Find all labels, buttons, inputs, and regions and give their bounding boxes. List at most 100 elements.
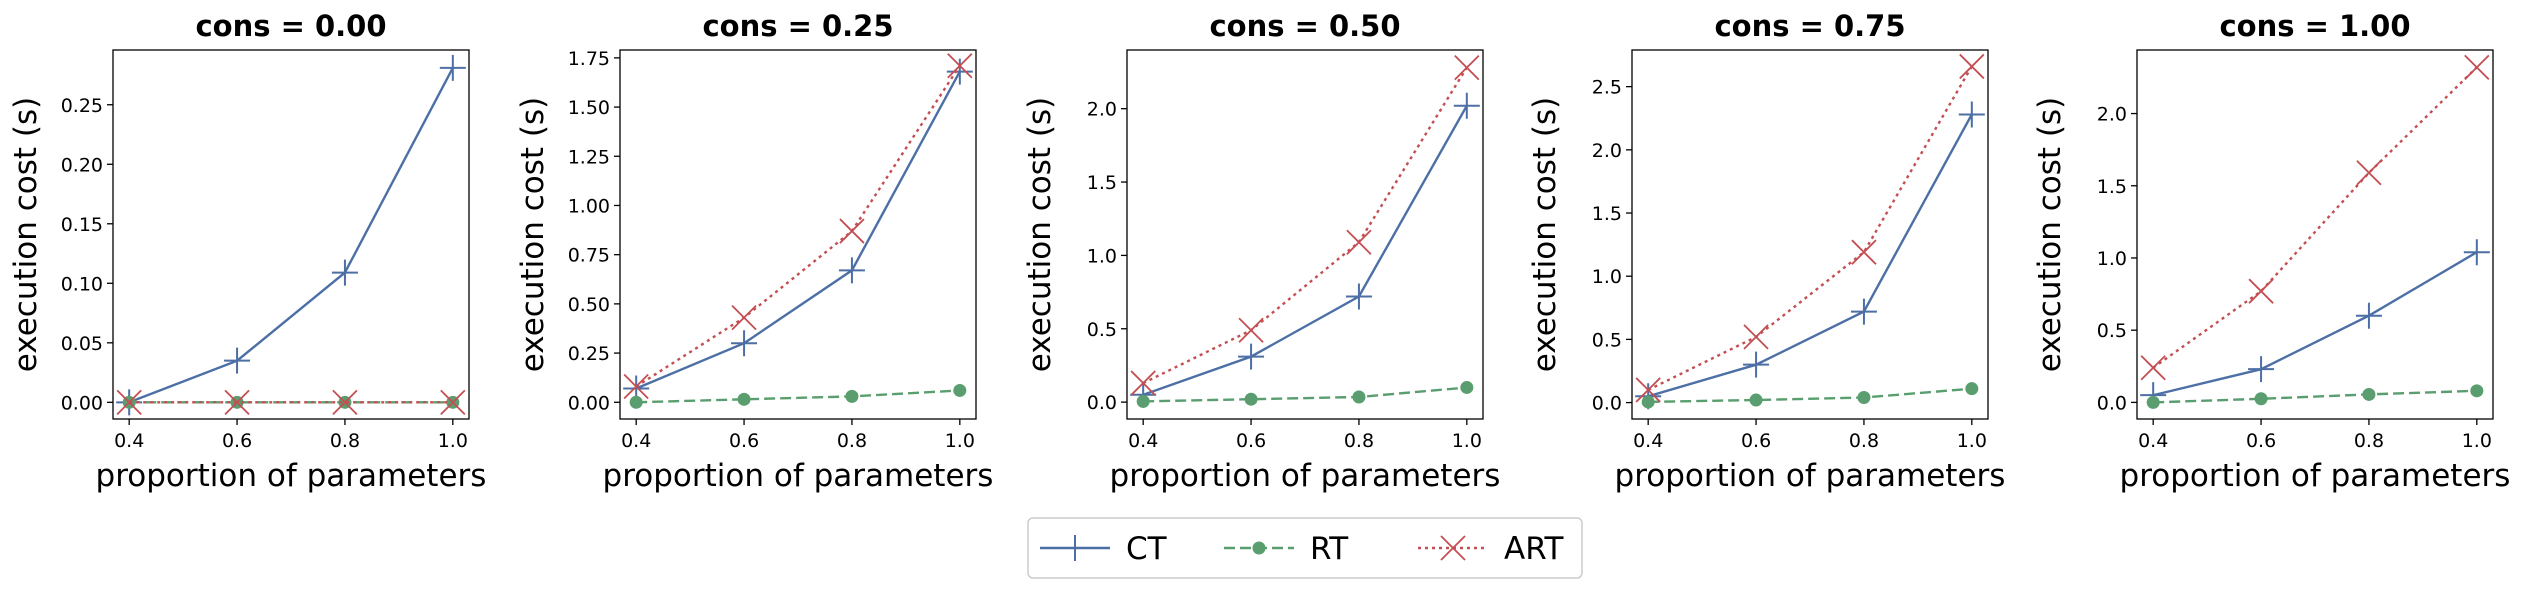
data-point-art xyxy=(947,53,973,79)
legend-label-rt: RT xyxy=(1310,531,1349,567)
x-axis-label: proportion of parameters xyxy=(96,458,487,494)
y-tick-label: 2.5 xyxy=(1592,77,1622,99)
data-point-art xyxy=(623,373,649,400)
legend: CT RT ART xyxy=(1027,517,1583,579)
data-point-art xyxy=(332,389,358,415)
chart-title: cons = 0.75 xyxy=(1714,9,1905,43)
y-tick-label: 0.00 xyxy=(568,392,610,414)
x-tick-label: 1.0 xyxy=(438,430,468,452)
series-line-art xyxy=(1647,65,1973,391)
data-point-art xyxy=(2464,54,2490,80)
x-tick-label: 0.6 xyxy=(729,430,759,452)
y-tick-label: 0.0 xyxy=(1592,393,1622,415)
x-tick-label: 0.4 xyxy=(1128,430,1158,452)
data-point-art xyxy=(1346,229,1372,255)
chart-panel-2: cons = 0.25 0.00 0.25 0.50 0.75 1.00 1.25 1.50 1… xyxy=(515,9,993,494)
x-tick-label: 0.6 xyxy=(1236,430,1266,452)
data-point-art xyxy=(440,389,466,415)
x-tick-label: 1.0 xyxy=(1957,430,1987,452)
data-point-art xyxy=(1454,54,1480,81)
y-tick-label: 0.10 xyxy=(61,273,103,295)
data-point-art xyxy=(116,389,142,415)
series-line-art xyxy=(1142,66,1468,385)
x-axis-label: proportion of parameters xyxy=(2120,458,2511,494)
y-tick-label: 0.00 xyxy=(61,392,103,414)
y-tick-label: 1.0 xyxy=(2097,248,2127,270)
data-point-rt xyxy=(2362,387,2376,401)
chart-panel-5: cons = 1.00 0.0 0.5 1.0 1.5 2.0 0.4 0.6 0.8 1.0 pr… xyxy=(2032,9,2510,494)
data-point-rt xyxy=(629,395,643,409)
data-point-rt xyxy=(953,383,967,397)
series-line-rt xyxy=(636,389,960,404)
data-point-rt xyxy=(1965,382,1979,396)
data-point-art xyxy=(1743,324,1769,350)
data-point-ct xyxy=(946,58,973,85)
data-point-rt xyxy=(1352,390,1366,404)
data-point-ct xyxy=(1345,283,1372,310)
series-line-art xyxy=(2152,66,2478,369)
plot-frame xyxy=(2136,49,2494,420)
y-tick-label: 0.20 xyxy=(61,154,103,176)
data-point-art xyxy=(731,305,757,331)
data-point-ct xyxy=(2463,239,2490,266)
x-tick-label: 0.6 xyxy=(2246,430,2276,452)
y-tick-label: 0.25 xyxy=(61,95,103,117)
y-tick-label: 0.0 xyxy=(1087,392,1117,414)
series-line-ct xyxy=(2152,251,2478,397)
legend-label-ct: CT xyxy=(1126,531,1168,567)
x-tick-label: 0.6 xyxy=(222,430,252,452)
data-point-ct xyxy=(1743,351,1770,378)
x-tick-label: 0.8 xyxy=(2354,430,2384,452)
legend-marker-rt xyxy=(1252,541,1266,555)
x-tick-label: 0.4 xyxy=(621,430,651,452)
data-point-art xyxy=(2140,355,2166,381)
x-axis-label: proportion of parameters xyxy=(603,458,994,494)
data-point-rt xyxy=(737,392,751,406)
x-tick-label: 0.4 xyxy=(114,430,144,452)
x-tick-label: 0.8 xyxy=(1849,430,1879,452)
y-tick-label: 2.0 xyxy=(1592,140,1622,162)
legend-marker-art xyxy=(1440,535,1466,561)
x-tick-label: 0.8 xyxy=(837,430,867,452)
data-point-rt xyxy=(1641,395,1655,409)
chart-panel-4: cons = 0.75 0.0 0.5 1.0 1.5 2.0 2.5 0.4 0.6 0.8 1.… xyxy=(1527,9,2005,494)
series-line-rt xyxy=(1648,387,1972,404)
data-point-ct xyxy=(439,54,466,81)
y-tick-label: 1.25 xyxy=(568,146,610,168)
data-point-rt xyxy=(1460,380,1474,394)
series-line-rt xyxy=(2153,389,2477,404)
y-tick-label: 1.75 xyxy=(568,48,610,70)
x-tick-label: 1.0 xyxy=(1452,430,1482,452)
data-point-art xyxy=(1959,53,1985,80)
y-tick-label: 0.25 xyxy=(568,343,610,365)
data-point-rt xyxy=(2254,392,2268,406)
data-point-art xyxy=(1851,239,1877,265)
data-point-art xyxy=(839,218,865,244)
chart-panel-3: cons = 0.50 0.0 0.5 1.0 1.5 2.0 0.4 0.6 0.8 1.0 pr… xyxy=(1022,9,1500,494)
y-tick-label: 1.5 xyxy=(1087,172,1117,194)
series-line-ct xyxy=(128,67,454,404)
data-point-rt xyxy=(1749,393,1763,407)
data-point-rt xyxy=(1244,392,1258,406)
x-tick-label: 0.6 xyxy=(1741,430,1771,452)
y-tick-label: 2.0 xyxy=(2097,104,2127,126)
y-tick-label: 1.50 xyxy=(568,97,610,119)
x-axis-label: proportion of parameters xyxy=(1110,458,1501,494)
series-line-rt xyxy=(1143,386,1467,403)
y-tick-label: 0.5 xyxy=(2097,320,2127,342)
y-tick-label: 1.0 xyxy=(1592,266,1622,288)
legend-marker-ct xyxy=(1062,535,1088,561)
data-point-ct xyxy=(1453,92,1480,119)
data-point-rt xyxy=(2470,384,2484,398)
y-tick-label: 1.5 xyxy=(2097,176,2127,198)
data-point-ct xyxy=(2355,302,2382,329)
legend-label-art: ART xyxy=(1504,531,1564,567)
chart-title: cons = 1.00 xyxy=(2219,9,2410,43)
series-line-ct xyxy=(635,71,961,390)
plot-frame xyxy=(112,49,470,420)
x-tick-label: 1.0 xyxy=(945,430,975,452)
y-tick-label: 0.50 xyxy=(568,294,610,316)
data-point-art xyxy=(2248,278,2274,304)
y-tick-label: 2.0 xyxy=(1087,99,1117,121)
x-tick-label: 0.4 xyxy=(2138,430,2168,452)
